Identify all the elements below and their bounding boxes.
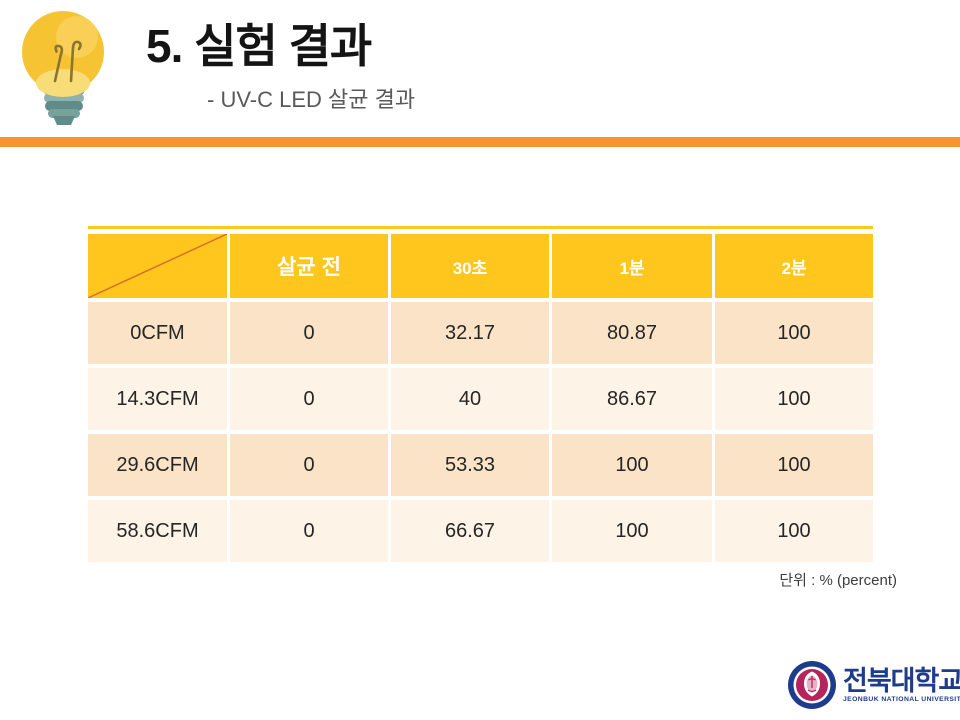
table-corner-cell [88,234,227,298]
table-cell: 40 [391,368,549,430]
table-cell: 66.67 [391,500,549,562]
table-top-border [88,226,873,229]
unit-note: 단위 : % (percent) [779,572,897,589]
table-cell: 100 [552,434,712,496]
diagonal-line-icon [88,234,227,298]
column-header: 살균 전 [230,234,388,298]
row-label: 14.3CFM [88,368,227,430]
table-cell: 100 [715,434,873,496]
university-emblem-icon [788,661,836,709]
column-header: 30초 [391,234,549,298]
university-name-en: JEONBUK NATIONAL UNIVERSITY [843,696,960,704]
table-cell: 0 [230,500,388,562]
row-label: 29.6CFM [88,434,227,496]
results-table: 살균 전 30초 1분 2분 0CFM 0 32.17 80.87 100 14… [88,226,873,562]
table-cell: 0 [230,434,388,496]
table-cell: 53.33 [391,434,549,496]
university-logo-text: 전북대학교 JEONBUK NATIONAL UNIVERSITY [843,665,960,704]
table-cell: 100 [715,368,873,430]
table-cell: 100 [715,302,873,364]
table-grid: 살균 전 30초 1분 2분 0CFM 0 32.17 80.87 100 14… [88,234,873,562]
page-subtitle: - UV-C LED 살균 결과 [207,87,416,112]
row-label: 0CFM [88,302,227,364]
page-title: 5. 실험 결과 [146,20,372,72]
column-header: 2분 [715,234,873,298]
table-cell: 0 [230,368,388,430]
table-cell: 100 [715,500,873,562]
column-header: 1분 [552,234,712,298]
table-cell: 86.67 [552,368,712,430]
table-cell: 100 [552,500,712,562]
table-cell: 80.87 [552,302,712,364]
row-label: 58.6CFM [88,500,227,562]
university-name-kr: 전북대학교 [843,665,960,696]
table-cell: 32.17 [391,302,549,364]
lightbulb-icon [22,11,104,125]
table-cell: 0 [230,302,388,364]
orange-divider [0,137,960,147]
university-logo: 전북대학교 JEONBUK NATIONAL UNIVERSITY [787,660,960,710]
